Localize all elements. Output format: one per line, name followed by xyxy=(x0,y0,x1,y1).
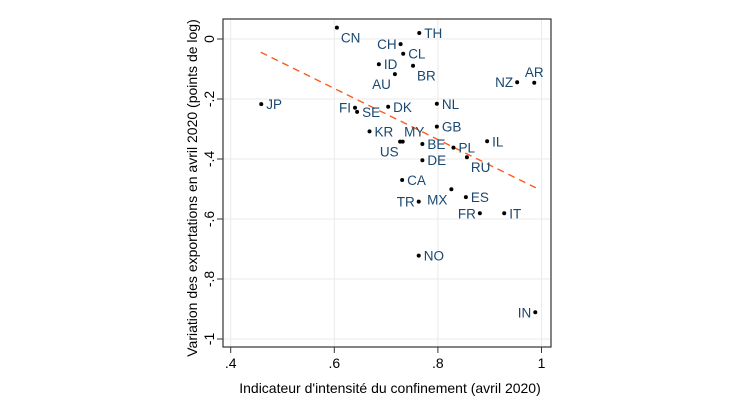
point-label: AU xyxy=(372,77,391,92)
data-point xyxy=(400,178,405,182)
point-label: US xyxy=(380,145,399,160)
point-label: AR xyxy=(525,65,544,80)
point-label: ES xyxy=(471,190,489,205)
data-point xyxy=(417,31,422,35)
point-label: DK xyxy=(393,100,412,115)
point-label: MY xyxy=(404,125,424,140)
y-tick-label: 0 xyxy=(201,35,217,43)
data-point xyxy=(434,124,439,129)
data-point xyxy=(449,187,454,192)
data-point xyxy=(353,105,358,110)
plot-frame xyxy=(222,18,552,348)
data-point xyxy=(259,102,264,107)
data-point xyxy=(334,25,339,30)
data-point xyxy=(416,253,421,258)
x-tick-label: .8 xyxy=(432,355,444,371)
data-point xyxy=(416,199,421,204)
point-label: PL xyxy=(458,141,475,156)
x-axis: .4 .6 .8 1 xyxy=(225,347,546,371)
data-point xyxy=(434,101,439,106)
point-label: RU xyxy=(471,160,491,175)
y-tick-label: -.6 xyxy=(201,211,217,228)
y-tick-label: -.8 xyxy=(201,271,217,288)
data-point xyxy=(420,142,425,146)
y-tick-label: -.4 xyxy=(201,151,217,168)
point-label: NL xyxy=(442,97,460,112)
gridlines xyxy=(223,19,551,347)
point-label: BE xyxy=(427,137,445,152)
point-label: ID xyxy=(384,57,398,72)
point-label: TR xyxy=(397,195,415,210)
point-label: KR xyxy=(375,124,394,139)
point-label: CL xyxy=(408,47,426,62)
point-label: JP xyxy=(266,97,282,112)
point-label: FR xyxy=(458,206,476,221)
y-axis: 0 -.2 -.4 -.6 -.8 -1 xyxy=(201,35,223,345)
point-label: FI xyxy=(339,101,351,116)
point-label: CA xyxy=(407,173,426,188)
data-point xyxy=(355,109,360,114)
x-tick-label: 1 xyxy=(538,355,546,371)
point-label: IN xyxy=(518,305,532,320)
data-point xyxy=(532,80,537,85)
data-point xyxy=(420,158,425,163)
data-point xyxy=(464,155,469,160)
data-point xyxy=(386,104,391,109)
data-point xyxy=(392,72,397,77)
point-label: SE xyxy=(362,105,380,120)
point-label: IT xyxy=(509,206,521,221)
point-label: NZ xyxy=(495,75,513,90)
point-label: GB xyxy=(442,120,462,135)
data-point xyxy=(376,62,381,67)
point-label: IL xyxy=(492,134,504,149)
x-tick-label: .6 xyxy=(328,355,340,371)
data-point xyxy=(463,195,468,200)
x-tick-label: .4 xyxy=(225,355,237,371)
points: CN TH CH CL ID BR AU NZ AR JP NL FI SE DK GB KR MY US BE PL… xyxy=(259,25,544,320)
data-point xyxy=(477,211,482,216)
point-label: DE xyxy=(427,153,446,168)
point-label: BR xyxy=(417,69,436,84)
data-point xyxy=(367,129,372,134)
point-label: CH xyxy=(377,37,397,52)
data-point xyxy=(401,51,406,56)
data-point xyxy=(451,145,456,150)
y-axis-label: Variation des exportations en avril 2020… xyxy=(184,19,200,357)
trend-line xyxy=(260,51,537,189)
data-point xyxy=(533,310,538,315)
y-tick-label: -.2 xyxy=(201,91,217,108)
data-point xyxy=(515,80,520,85)
x-axis-label: Indicateur d'intensité du confinement (a… xyxy=(239,380,541,396)
y-tick-label: -1 xyxy=(201,333,217,346)
data-point xyxy=(400,139,405,144)
point-label: MX xyxy=(427,192,447,207)
data-point xyxy=(411,63,416,68)
point-label: CN xyxy=(341,31,361,46)
point-label: TH xyxy=(424,26,442,41)
data-point xyxy=(502,211,507,216)
data-point xyxy=(485,139,490,144)
point-label: NO xyxy=(424,249,444,264)
data-point xyxy=(398,42,403,47)
